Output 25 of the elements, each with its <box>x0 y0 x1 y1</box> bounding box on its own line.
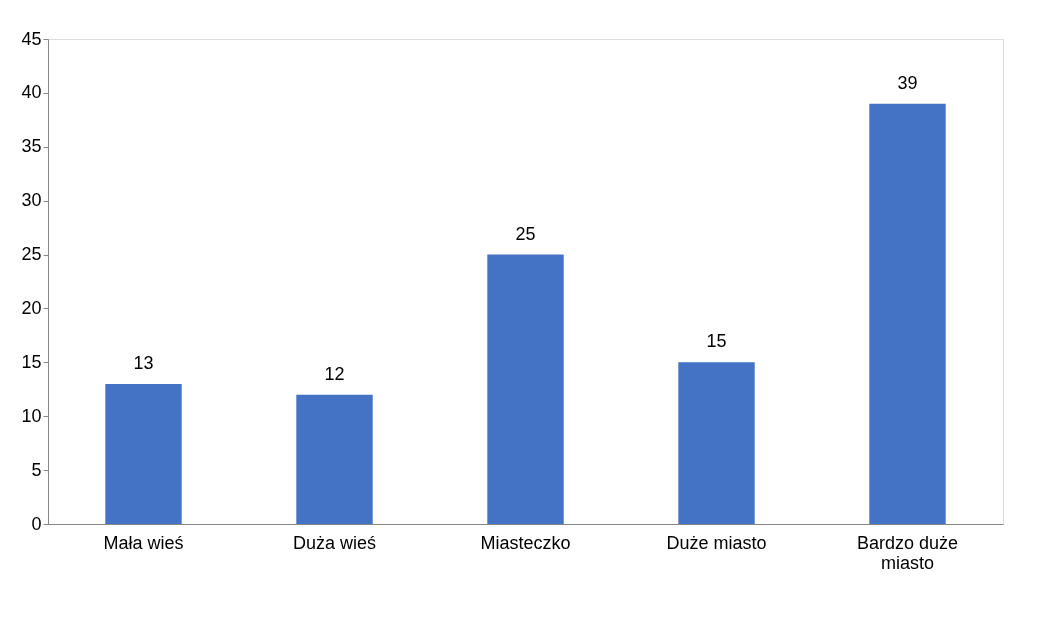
y-tick-label: 15 <box>21 351 42 372</box>
y-tick-label: 10 <box>21 405 42 426</box>
y-tick-label: 20 <box>21 297 42 318</box>
data-label: 25 <box>515 223 536 244</box>
y-tick-label: 40 <box>21 82 42 103</box>
data-label: 13 <box>133 352 154 373</box>
x-tick-label: Bardzo duże miasto <box>856 532 959 573</box>
bar <box>296 394 373 524</box>
bar <box>678 362 755 524</box>
x-tick-label: Duża wieś <box>292 532 377 553</box>
y-tick-label: 30 <box>21 190 42 211</box>
y-tick-label: 25 <box>21 244 42 265</box>
y-tick-label: 5 <box>31 459 42 480</box>
y-tick-label: 45 <box>21 28 42 49</box>
bar <box>105 383 182 524</box>
x-tick-label: Duże miasto <box>666 532 767 553</box>
x-tick-label: Mała wieś <box>103 532 184 553</box>
y-tick-label: 0 <box>31 513 42 534</box>
data-label: 15 <box>706 331 727 352</box>
data-label: 12 <box>324 363 345 384</box>
y-tick-label: 35 <box>21 136 42 157</box>
bar <box>869 103 946 524</box>
x-tick-label: Miasteczko <box>480 532 571 553</box>
bar <box>487 254 564 524</box>
data-label: 39 <box>897 72 918 93</box>
